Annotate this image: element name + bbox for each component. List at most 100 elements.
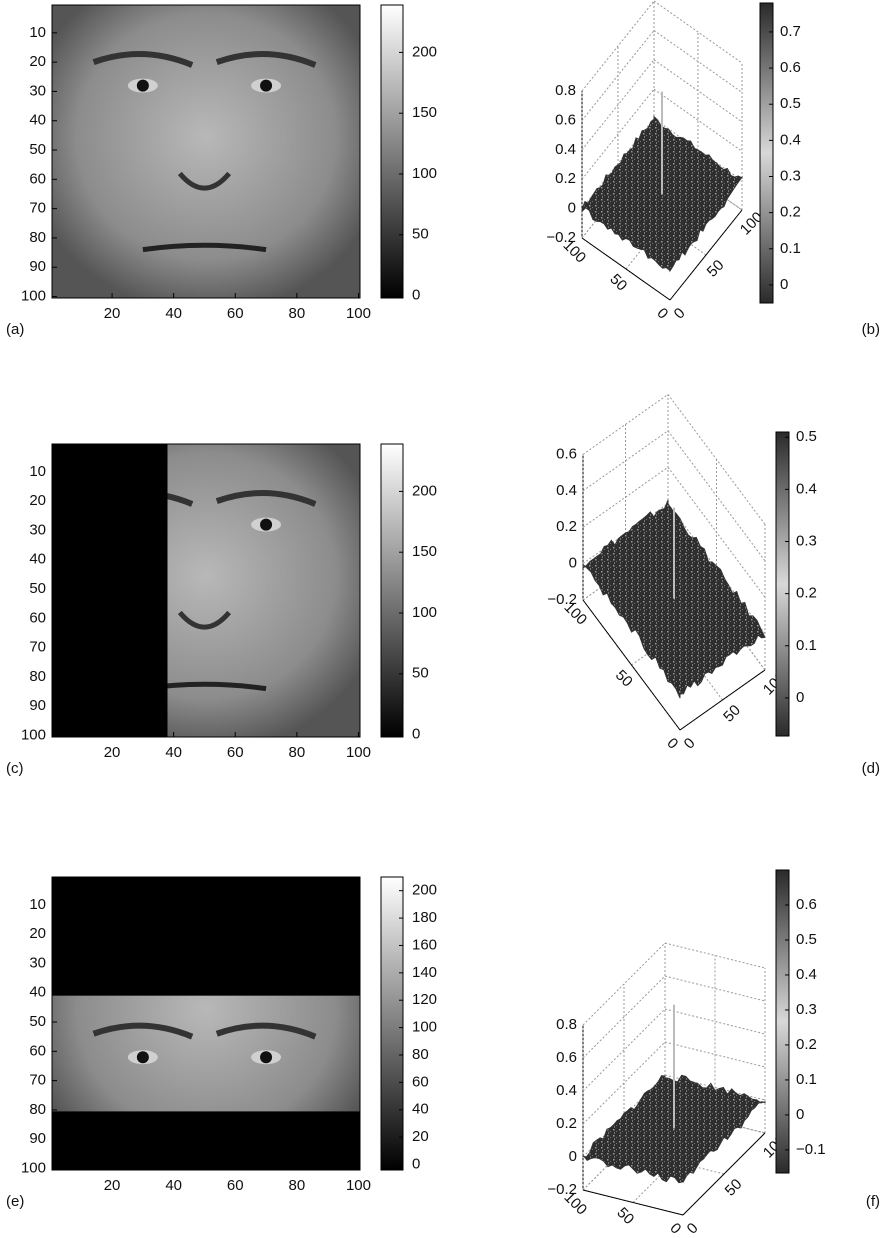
grid-line	[583, 1009, 665, 1091]
y-tick-label: 10	[29, 463, 46, 480]
panel-label: (b)	[862, 321, 880, 338]
colorbar-tick-label: 200	[412, 882, 437, 899]
y-tick-label: 50	[704, 257, 728, 281]
y-tick-label: 20	[29, 492, 46, 509]
colorbar-tick-label: 0.2	[780, 204, 801, 221]
colorbar	[760, 3, 773, 303]
colorbar-tick-label: 0	[412, 726, 420, 743]
colorbar-tick-label: 0.4	[796, 480, 817, 497]
y-tick-label: 10	[29, 24, 46, 41]
y-tick-label: 100	[21, 288, 46, 305]
colorbar-tick-label: 200	[412, 482, 437, 499]
y-tick-label: 40	[29, 984, 46, 1001]
y-tick-label: 50	[29, 580, 46, 597]
colorbar-tick-label: 100	[412, 1019, 437, 1036]
colorbar	[381, 5, 403, 298]
colorbar-tick-label: 100	[412, 165, 437, 182]
z-tick-label: 0	[568, 200, 576, 217]
x-tick-label: 40	[165, 1177, 182, 1194]
surface-panel: −0.200.20.40.60.8050100050100−0.100.10.2…	[547, 870, 880, 1238]
colorbar-tick-label: 0.7	[780, 23, 801, 40]
y-tick-label: 60	[29, 609, 46, 626]
colorbar-tick-label: 0.6	[780, 59, 801, 76]
z-tick-label: 0	[569, 555, 577, 572]
colorbar-tick-label: 180	[412, 909, 437, 926]
x-tick-label: 60	[227, 744, 244, 761]
colorbar-tick-label: 100	[412, 604, 437, 621]
y-tick-label: 60	[29, 1042, 46, 1059]
x-tick-label: 20	[104, 305, 121, 322]
x-tick-label: 80	[289, 305, 306, 322]
x-tick-label: 60	[227, 305, 244, 322]
colorbar-tick-label: 0.4	[780, 131, 801, 148]
y-tick-label: 0	[684, 1220, 702, 1238]
z-tick-label: 0.8	[556, 1016, 577, 1033]
y-tick-label: 70	[29, 1072, 46, 1089]
colorbar-tick-label: 0.2	[796, 1036, 817, 1053]
pupil	[260, 80, 272, 92]
y-tick-label: 80	[29, 668, 46, 685]
x-tick-label: 40	[165, 744, 182, 761]
y-tick-label: 90	[29, 697, 46, 714]
colorbar-tick-label: 0.5	[796, 428, 817, 445]
colorbar-tick-label: 140	[412, 964, 437, 981]
panel-label: (e)	[6, 1193, 24, 1210]
y-tick-label: 50	[29, 1013, 46, 1030]
pupil	[137, 80, 149, 92]
z-tick-label: 0.2	[555, 170, 576, 187]
colorbar-tick-label: 20	[412, 1128, 429, 1145]
panel-label: (a)	[6, 321, 24, 338]
x-tick-label: 0	[666, 1220, 684, 1238]
y-tick-label: 10	[29, 896, 46, 913]
colorbar-tick-label: 0.5	[780, 95, 801, 112]
x-tick-label: 100	[346, 744, 371, 761]
surface-panel: −0.200.20.40.60.805010005010000.10.20.30…	[546, 1, 880, 338]
x-tick-label: 50	[606, 271, 630, 295]
x-tick-label: 0	[653, 305, 671, 323]
x-tick-label: 20	[104, 744, 121, 761]
y-tick-label: 20	[29, 53, 46, 70]
colorbar-tick-label: −0.1	[796, 1141, 826, 1158]
z-tick-label: 0	[569, 1148, 577, 1165]
x-tick-label: 80	[289, 1177, 306, 1194]
colorbar-tick-label: 0	[412, 287, 420, 304]
y-tick-label: 100	[21, 727, 46, 744]
x-tick-label: 50	[613, 1204, 637, 1228]
x-tick-label: 50	[612, 667, 636, 691]
y-tick-label: 40	[29, 112, 46, 129]
grid-line	[665, 1009, 765, 1034]
x-tick-label: 80	[289, 744, 306, 761]
z-tick-label: 0.2	[556, 1115, 577, 1132]
colorbar-tick-label: 0.1	[796, 637, 817, 654]
colorbar-tick-label: 0	[796, 1106, 804, 1123]
y-tick-label: 50	[29, 141, 46, 158]
y-tick-label: 20	[29, 925, 46, 942]
pupil	[137, 1051, 149, 1063]
z-tick-label: 0.6	[555, 111, 576, 128]
y-tick-label: 40	[29, 551, 46, 568]
figure: 2040608010010203040506070809010005010015…	[0, 0, 886, 1238]
y-tick-label: 50	[722, 1176, 746, 1200]
colorbar-tick-label: 0.5	[796, 931, 817, 948]
y-tick-label: 80	[29, 1101, 46, 1118]
y-tick-label: 30	[29, 954, 46, 971]
y-tick-label: 30	[29, 521, 46, 538]
y-tick-label: 70	[29, 200, 46, 217]
y-tick-label: 90	[29, 1130, 46, 1147]
x-tick-label: 60	[227, 1177, 244, 1194]
colorbar-tick-label: 50	[412, 665, 429, 682]
colorbar-tick-label: 0.3	[796, 1001, 817, 1018]
colorbar-tick-label: 0.1	[796, 1071, 817, 1088]
colorbar-tick-label: 40	[412, 1101, 429, 1118]
y-tick-label: 90	[29, 258, 46, 275]
colorbar-tick-label: 0.3	[780, 167, 801, 184]
x-tick-label: 20	[104, 1177, 121, 1194]
colorbar-tick-label: 120	[412, 991, 437, 1008]
panel-label: (f)	[866, 1193, 880, 1210]
colorbar-tick-label: 0	[796, 689, 804, 706]
panel-label: (d)	[862, 760, 880, 777]
z-tick-label: 0.2	[556, 518, 577, 535]
z-tick-label: 0.6	[556, 1049, 577, 1066]
